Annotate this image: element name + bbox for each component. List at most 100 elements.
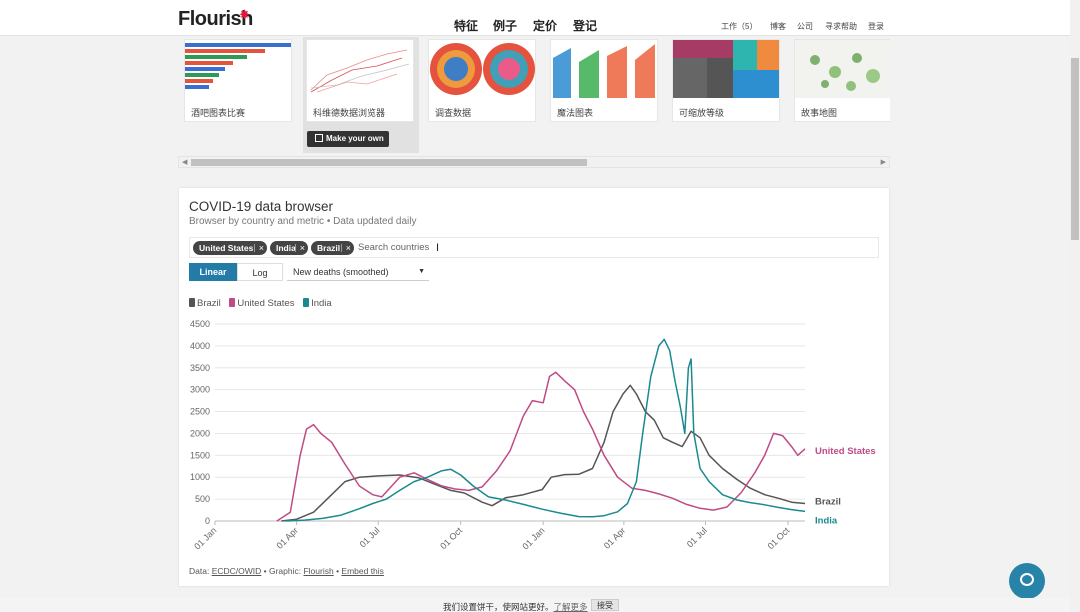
legend-item-brazil[interactable]: Brazil [189, 298, 221, 309]
nav-features[interactable]: 特征 [454, 19, 479, 33]
embed-link[interactable]: Embed this [341, 566, 384, 576]
covid-data-browser-card: COVID-19 data browser Browser by country… [179, 188, 889, 586]
y-tick-label: 4000 [190, 341, 210, 351]
country-search-box[interactable]: United States × India × Brazil × Search … [189, 237, 879, 258]
x-tick-label: 01 Jan [192, 525, 218, 551]
footer-data-prefix: Data: [189, 566, 212, 576]
nav-pricing[interactable]: 定价 [533, 19, 558, 33]
legend-label: Brazil [197, 298, 221, 309]
y-tick-label: 3500 [190, 363, 210, 373]
chip-india[interactable]: India × [270, 241, 308, 255]
chip-separator [341, 244, 342, 252]
y-tick-label: 1000 [190, 472, 210, 482]
accept-cookies-button[interactable]: 接受 [591, 599, 619, 611]
series-line-india [285, 338, 806, 522]
line-chart-thumbnail [307, 40, 413, 98]
chat-support-button[interactable] [1009, 563, 1045, 599]
metric-select[interactable]: New deaths (smoothed) ▼ [287, 263, 429, 281]
linear-scale-button[interactable]: Linear [189, 263, 237, 281]
legend-item-india[interactable]: India [303, 298, 332, 309]
gallery-card-survey[interactable]: 调查数据 [428, 39, 536, 122]
search-countries-input[interactable]: Search countries [358, 242, 430, 253]
chart-lines [276, 338, 806, 522]
gallery-card-label: 科维德数据浏览器 [313, 108, 386, 118]
legend-swatch [189, 298, 195, 307]
gallery-horizontal-scrollbar[interactable]: ◀ ▶ [178, 156, 890, 168]
flourish-logo[interactable]: Flourish [178, 8, 253, 30]
gallery-card-zoomable[interactable]: 可缩放等级 [672, 39, 780, 122]
y-tick-label: 1500 [190, 450, 210, 460]
scroll-left-icon[interactable]: ◀ [182, 159, 188, 166]
log-scale-button[interactable]: Log [237, 263, 283, 281]
legend-item-united-states[interactable]: United States [229, 298, 294, 309]
line-chart: 0 500 1000 1500 2000 2500 3000 3500 4000 4500 01 … [190, 319, 876, 552]
map-thumbnail [795, 40, 890, 98]
chart-title: COVID-19 data browser [189, 199, 334, 214]
gallery-card-label: 调查数据 [435, 108, 472, 118]
scrollbar-thumb[interactable] [1071, 58, 1079, 240]
chip-brazil[interactable]: Brazil × [311, 241, 354, 255]
bar-race-thumbnail [185, 40, 291, 98]
logo-star-icon: ✸ [239, 7, 250, 22]
chart-footer: Data: ECDC/OWID • Graphic: Flourish • Em… [189, 566, 384, 576]
make-your-own-button[interactable]: Make your own [307, 131, 389, 147]
cookie-banner: 我们设置饼干，使网站更好。了解更多 接受 [0, 598, 1070, 612]
data-source-link[interactable]: ECDC/OWID [211, 566, 262, 576]
nav-signup[interactable]: 登记 [573, 19, 598, 33]
dot-cluster-thumbnail [429, 40, 535, 98]
y-tick-label: 3000 [190, 385, 210, 395]
legend-swatch [303, 298, 310, 307]
make-your-own-label: Make your own [326, 134, 384, 143]
cookie-text: 我们设置饼干，使网站更好。了解更多 [443, 601, 588, 612]
chip-separator [254, 244, 255, 252]
template-gallery: 酒吧图表比赛 科维德数据浏览器 调查数据 [178, 37, 890, 153]
chart-subtitle: Browser by country and metric • Data upd… [189, 216, 417, 227]
gallery-card-magic-chart[interactable]: 魔法图表 [550, 39, 658, 122]
gallery-card-covid-browser[interactable]: 科维德数据浏览器 [306, 39, 414, 122]
metric-select-value: New deaths (smoothed) [293, 267, 389, 277]
chat-icon [1020, 573, 1034, 586]
nav-blog[interactable]: 博客 [770, 22, 786, 31]
page-vertical-scrollbar[interactable] [1070, 0, 1080, 612]
series-line-brazil [281, 384, 806, 522]
y-axis: 0 500 1000 1500 2000 2500 3000 3500 4000 4500 [190, 319, 210, 526]
chip-united-states[interactable]: United States × [193, 241, 267, 255]
end-labels: Brazil United States India [815, 446, 876, 527]
main-nav: 特征 例子 定价 登记 [0, 17, 1070, 33]
gallery-card-story-map[interactable]: 故事地图 [794, 39, 890, 122]
gallery-card-bar-race[interactable]: 酒吧图表比赛 [184, 39, 292, 122]
chart-grid [215, 323, 805, 522]
scrollbar-thumb[interactable] [191, 159, 587, 166]
x-tick-label: 01 Oct [766, 525, 792, 551]
y-tick-label: 500 [195, 494, 210, 504]
remove-chip-icon[interactable]: × [258, 243, 264, 253]
top-navigation-bar: Flourish ✸ 特征 例子 定价 登记 工作（5） 博客 公司 寻求帮助 … [0, 0, 1070, 36]
scroll-right-icon[interactable]: ▶ [880, 159, 886, 166]
chip-label: India [276, 243, 296, 253]
cookie-message: 我们设置饼干，使网站更好。 [443, 602, 554, 612]
x-tick-label: 01 Oct [438, 525, 464, 551]
nav-login[interactable]: 登录 [868, 22, 884, 31]
nav-examples[interactable]: 例子 [493, 19, 518, 33]
legend-label: India [311, 298, 332, 309]
gallery-card-label: 故事地图 [801, 108, 838, 118]
series-end-label: India [815, 515, 838, 526]
learn-more-link[interactable]: 了解更多 [553, 602, 588, 612]
chip-separator [295, 244, 296, 252]
x-tick-label: 01 Jul [685, 525, 709, 549]
x-tick-label: 01 Jan [520, 525, 546, 551]
legend-label: United States [237, 298, 295, 309]
y-tick-label: 2000 [190, 428, 210, 438]
chip-label: Brazil [317, 243, 341, 253]
remove-chip-icon[interactable]: × [345, 243, 351, 253]
x-axis: 01 Jan 01 Apr 01 Jul 01 Oct 01 Jan 01 Apr 01 J… [192, 521, 792, 552]
nav-jobs[interactable]: 工作（5） [721, 22, 758, 31]
external-link-icon [315, 134, 323, 142]
gallery-card-label: 酒吧图表比赛 [191, 108, 246, 118]
nav-help[interactable]: 寻求帮助 [825, 22, 857, 31]
gallery-card-label: 可缩放等级 [679, 108, 725, 118]
y-tick-label: 0 [205, 516, 210, 526]
remove-chip-icon[interactable]: × [299, 243, 305, 253]
flourish-link[interactable]: Flourish [303, 566, 334, 576]
nav-company[interactable]: 公司 [797, 22, 813, 31]
